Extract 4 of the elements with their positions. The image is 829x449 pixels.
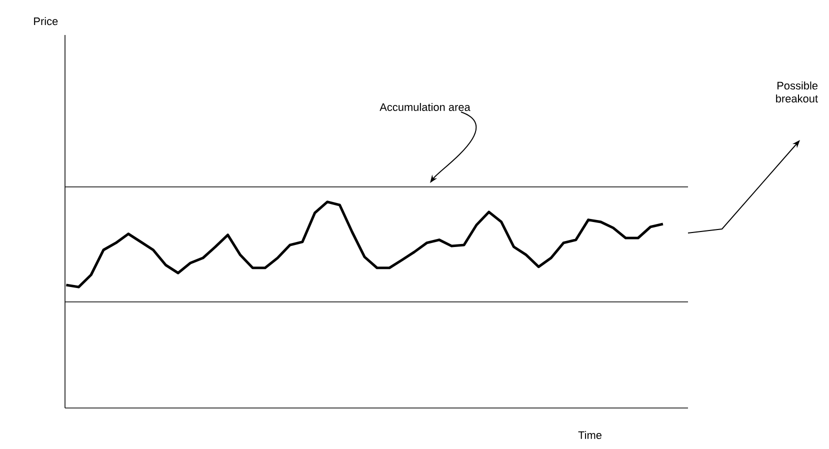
text: Accumulation area — [380, 102, 470, 112]
text: Price — [34, 17, 58, 26]
text: Possible breakout — [776, 82, 818, 102]
x-axis-title: Time — [578, 430, 602, 440]
